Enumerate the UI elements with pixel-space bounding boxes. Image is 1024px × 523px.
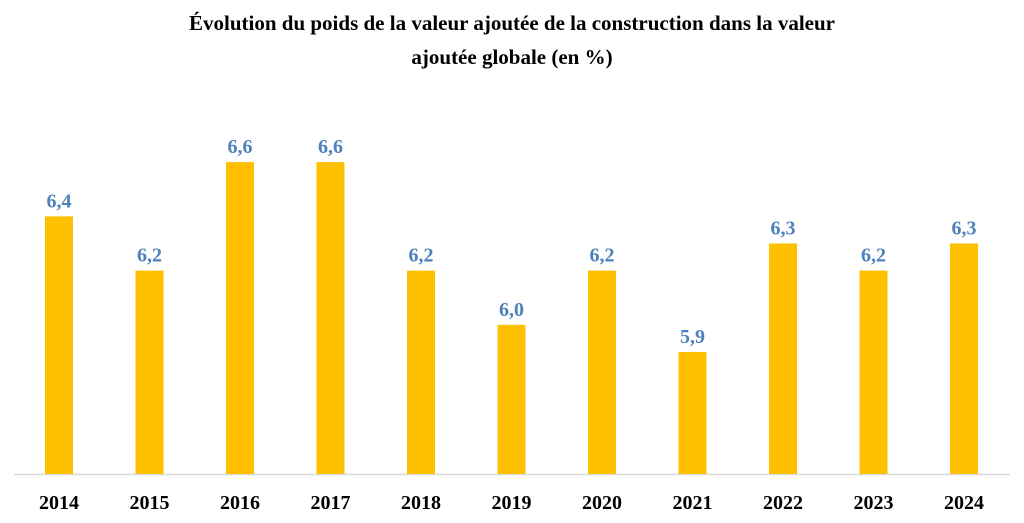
bar-2023 xyxy=(859,270,888,474)
bar-2021 xyxy=(678,351,707,474)
bar-2024 xyxy=(950,243,978,474)
x-tick-label-2017: 2017 xyxy=(311,492,351,514)
data-label-2020: 6,2 xyxy=(590,245,615,267)
data-label-2022: 6,3 xyxy=(771,217,796,239)
bar-2014 xyxy=(45,216,73,475)
data-label-2024: 6,3 xyxy=(952,217,977,239)
data-label-2021: 5,9 xyxy=(680,326,705,348)
x-tick-label-2022: 2022 xyxy=(763,492,803,514)
data-label-2014: 6,4 xyxy=(47,190,72,212)
bar-2016 xyxy=(226,162,254,474)
data-label-2023: 6,2 xyxy=(861,245,886,267)
x-tick-label-2015: 2015 xyxy=(130,492,170,514)
bar-2022 xyxy=(769,243,797,474)
x-tick-label-2023: 2023 xyxy=(854,492,894,514)
data-label-2019: 6,0 xyxy=(499,299,524,321)
bar-2018 xyxy=(407,270,435,474)
data-label-2018: 6,2 xyxy=(409,245,434,267)
bar-2017 xyxy=(316,162,345,474)
x-tick-label-2018: 2018 xyxy=(401,492,441,514)
chart-title-line-1: Évolution du poids de la valeur ajoutée … xyxy=(188,11,836,35)
bar-2015 xyxy=(135,270,164,474)
chart-title-line-2: ajoutée globale (en %) xyxy=(411,45,613,69)
x-tick-label-2021: 2021 xyxy=(673,492,713,514)
data-label-2015: 6,2 xyxy=(137,245,162,267)
bar-2020 xyxy=(588,270,616,474)
x-tick-label-2014: 2014 xyxy=(39,492,79,514)
bar-2019 xyxy=(497,324,526,474)
data-label-2017: 6,6 xyxy=(318,136,343,158)
data-label-2016: 6,6 xyxy=(228,136,253,158)
x-tick-label-2016: 2016 xyxy=(220,492,260,514)
x-tick-label-2020: 2020 xyxy=(582,492,622,514)
x-tick-label-2024: 2024 xyxy=(944,492,984,514)
chart-title: Évolution du poids de la valeur ajoutée … xyxy=(0,6,1024,74)
x-tick-label-2019: 2019 xyxy=(492,492,532,514)
